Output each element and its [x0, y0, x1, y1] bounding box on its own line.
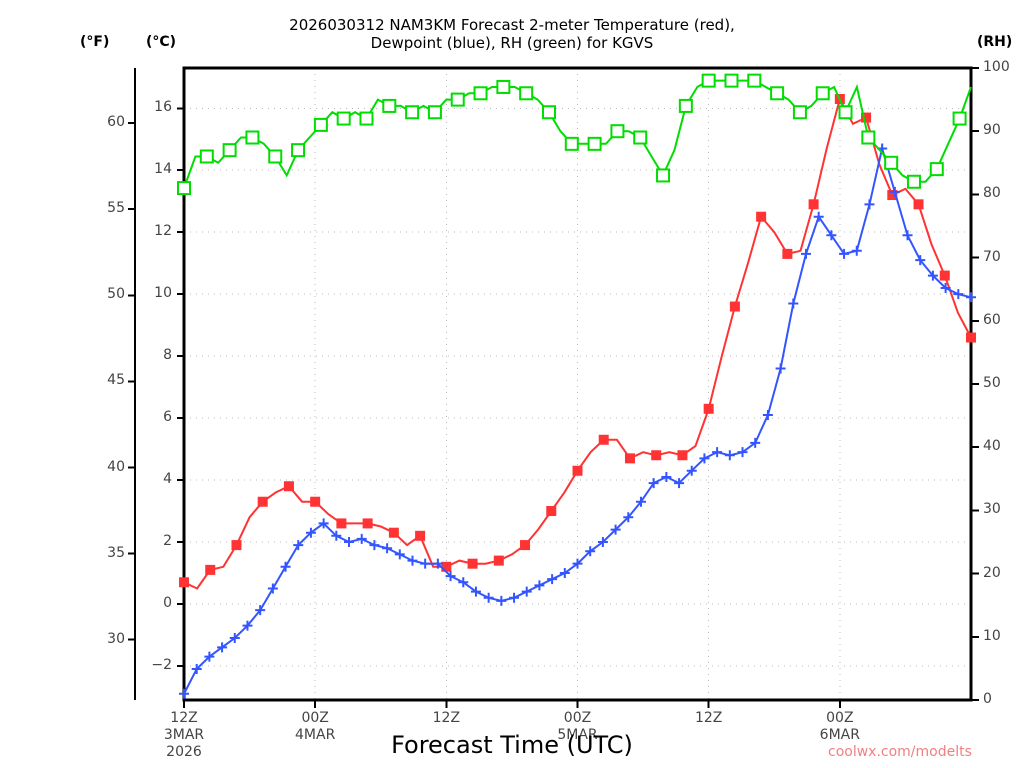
- y-tick-rh: 100: [983, 59, 1010, 75]
- y-tick-fahrenheit: 40: [107, 458, 125, 475]
- x-axis-title: Forecast Time (UTC): [391, 731, 633, 759]
- x-tick-label: 12Z 3MAR 2026: [163, 710, 205, 760]
- y-tick-rh: 60: [983, 311, 1001, 328]
- y-tick-celsius: 0: [163, 594, 172, 611]
- x-tick-label: 12Z: [432, 710, 461, 726]
- y-tick-celsius: 14: [154, 161, 172, 178]
- x-tick-label: 00Z 4MAR: [295, 710, 336, 743]
- y-tick-fahrenheit: 35: [107, 544, 125, 561]
- y-tick-celsius: 4: [163, 471, 172, 488]
- y-tick-celsius: 6: [163, 409, 172, 426]
- x-tick-label: 00Z 5MAR: [557, 710, 598, 743]
- left-axis-fahrenheit-unit: (°F): [80, 34, 110, 50]
- x-tick-label: 12Z: [694, 710, 723, 726]
- y-tick-fahrenheit: 55: [107, 200, 125, 217]
- left-axis-celsius-unit: (°C): [146, 34, 177, 50]
- y-tick-celsius: 16: [154, 99, 172, 116]
- y-tick-rh: 10: [983, 627, 1001, 644]
- y-tick-fahrenheit: 45: [107, 372, 125, 389]
- y-tick-rh: 20: [983, 564, 1001, 581]
- x-tick-label: 00Z 6MAR: [819, 710, 860, 743]
- chart-title-line1: 2026030312 NAM3KM Forecast 2-meter Tempe…: [289, 16, 735, 34]
- chart-title-line2: Dewpoint (blue), RH (green) for KGVS: [370, 34, 654, 52]
- y-tick-celsius: 12: [154, 223, 172, 240]
- y-tick-rh: 30: [983, 501, 1001, 518]
- y-tick-rh: 80: [983, 185, 1001, 202]
- y-tick-celsius: −2: [151, 656, 172, 673]
- series-dewpoint: [179, 143, 976, 699]
- y-tick-celsius: 2: [163, 533, 172, 549]
- y-tick-rh: 90: [983, 122, 1001, 139]
- y-tick-rh: 0: [983, 691, 992, 707]
- series-2-meter-temperature: [179, 93, 976, 590]
- y-tick-rh: 70: [983, 248, 1001, 265]
- y-tick-fahrenheit: 50: [107, 286, 125, 303]
- series-rh: [177, 73, 972, 196]
- chart-title: 2026030312 NAM3KM Forecast 2-meter Tempe…: [0, 16, 1024, 52]
- y-tick-fahrenheit: 60: [107, 114, 125, 131]
- right-axis-rh-unit: (RH): [977, 34, 1013, 50]
- y-tick-fahrenheit: 30: [107, 630, 125, 647]
- watermark-credit: coolwx.com/modelts: [828, 744, 972, 760]
- y-tick-celsius: 8: [163, 347, 172, 364]
- y-tick-celsius: 10: [154, 285, 172, 302]
- y-tick-rh: 40: [983, 438, 1001, 455]
- y-tick-rh: 50: [983, 375, 1001, 391]
